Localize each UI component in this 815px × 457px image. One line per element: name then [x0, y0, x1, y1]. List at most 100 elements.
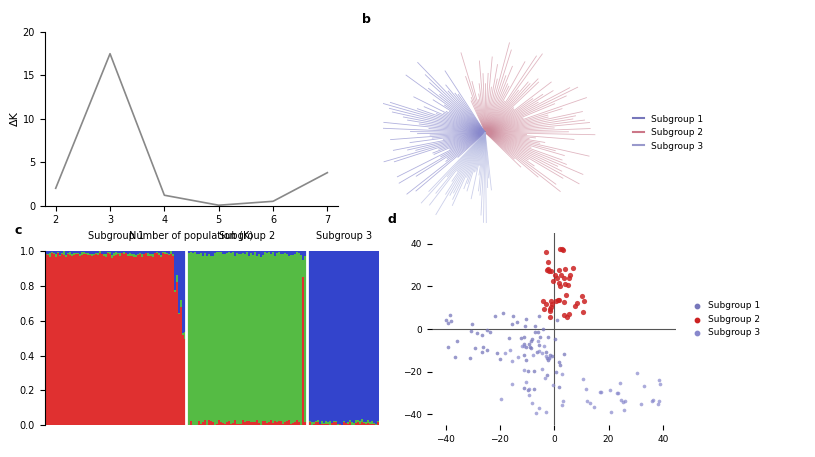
- Bar: [131, 254, 134, 255]
- Bar: [126, 251, 127, 253]
- Bar: [149, 254, 152, 256]
- Bar: [302, 277, 305, 425]
- Point: [503, 334, 516, 341]
- Bar: [55, 251, 57, 254]
- Bar: [172, 251, 174, 254]
- Bar: [108, 251, 109, 252]
- Point: [534, 333, 547, 340]
- Bar: [305, 422, 306, 425]
- Bar: [83, 251, 85, 252]
- Point: [511, 353, 524, 361]
- Bar: [297, 252, 298, 420]
- Bar: [361, 251, 363, 419]
- Bar: [87, 251, 89, 253]
- Bar: [73, 255, 75, 425]
- Bar: [361, 422, 363, 425]
- Bar: [267, 423, 268, 425]
- Bar: [238, 424, 240, 425]
- Bar: [157, 251, 160, 254]
- Bar: [160, 255, 161, 257]
- Point: [540, 248, 553, 255]
- Bar: [85, 253, 87, 254]
- Bar: [164, 252, 165, 254]
- Point: [618, 407, 631, 414]
- Bar: [89, 254, 91, 255]
- Point: [548, 335, 562, 343]
- Bar: [319, 251, 320, 424]
- Point: [516, 342, 529, 349]
- Point: [475, 331, 488, 339]
- Bar: [250, 422, 252, 425]
- Point: [522, 386, 535, 393]
- Bar: [345, 423, 346, 425]
- Bar: [242, 251, 244, 253]
- Point: [536, 325, 549, 332]
- Bar: [79, 255, 81, 425]
- Bar: [228, 252, 230, 421]
- Point: [544, 351, 557, 359]
- Point: [579, 385, 593, 393]
- Bar: [236, 251, 238, 253]
- Bar: [264, 421, 267, 425]
- Bar: [230, 253, 232, 424]
- Bar: [182, 333, 183, 335]
- Bar: [298, 422, 301, 425]
- Bar: [117, 251, 119, 253]
- Bar: [327, 422, 328, 425]
- Point: [562, 275, 575, 282]
- Bar: [218, 420, 220, 425]
- Bar: [208, 254, 210, 420]
- Point: [549, 298, 562, 305]
- Point: [549, 271, 562, 278]
- Point: [556, 245, 569, 253]
- Bar: [71, 256, 73, 425]
- Point: [570, 299, 584, 307]
- Point: [521, 386, 534, 393]
- Point: [537, 342, 550, 350]
- Bar: [220, 252, 222, 421]
- Bar: [258, 255, 260, 423]
- Point: [528, 322, 541, 329]
- Point: [525, 399, 538, 407]
- Bar: [130, 253, 131, 256]
- Bar: [172, 254, 174, 256]
- Point: [630, 369, 643, 377]
- Point: [647, 396, 660, 404]
- Bar: [210, 256, 212, 421]
- Point: [532, 348, 545, 355]
- Point: [556, 402, 569, 409]
- Bar: [350, 421, 353, 425]
- Bar: [373, 423, 375, 425]
- Bar: [242, 253, 244, 420]
- Bar: [142, 257, 143, 425]
- Bar: [89, 255, 91, 425]
- Bar: [123, 251, 126, 252]
- Bar: [161, 251, 164, 252]
- Bar: [248, 421, 250, 425]
- Bar: [149, 251, 152, 254]
- Bar: [63, 255, 65, 425]
- Bar: [93, 255, 95, 425]
- Bar: [302, 260, 305, 277]
- Bar: [190, 252, 192, 421]
- Bar: [83, 254, 85, 425]
- Point: [444, 317, 457, 324]
- Bar: [77, 253, 79, 254]
- Point: [540, 352, 553, 359]
- Bar: [91, 255, 93, 256]
- Bar: [238, 254, 240, 424]
- Point: [561, 313, 574, 320]
- Point: [614, 379, 627, 386]
- Bar: [165, 251, 168, 253]
- Bar: [293, 423, 294, 425]
- Bar: [176, 282, 178, 425]
- Bar: [108, 253, 109, 425]
- Point: [551, 274, 564, 282]
- Bar: [327, 251, 328, 422]
- Bar: [214, 251, 216, 253]
- Bar: [105, 254, 108, 257]
- Bar: [51, 253, 53, 425]
- Bar: [112, 258, 113, 425]
- Bar: [198, 421, 200, 425]
- Bar: [131, 251, 134, 254]
